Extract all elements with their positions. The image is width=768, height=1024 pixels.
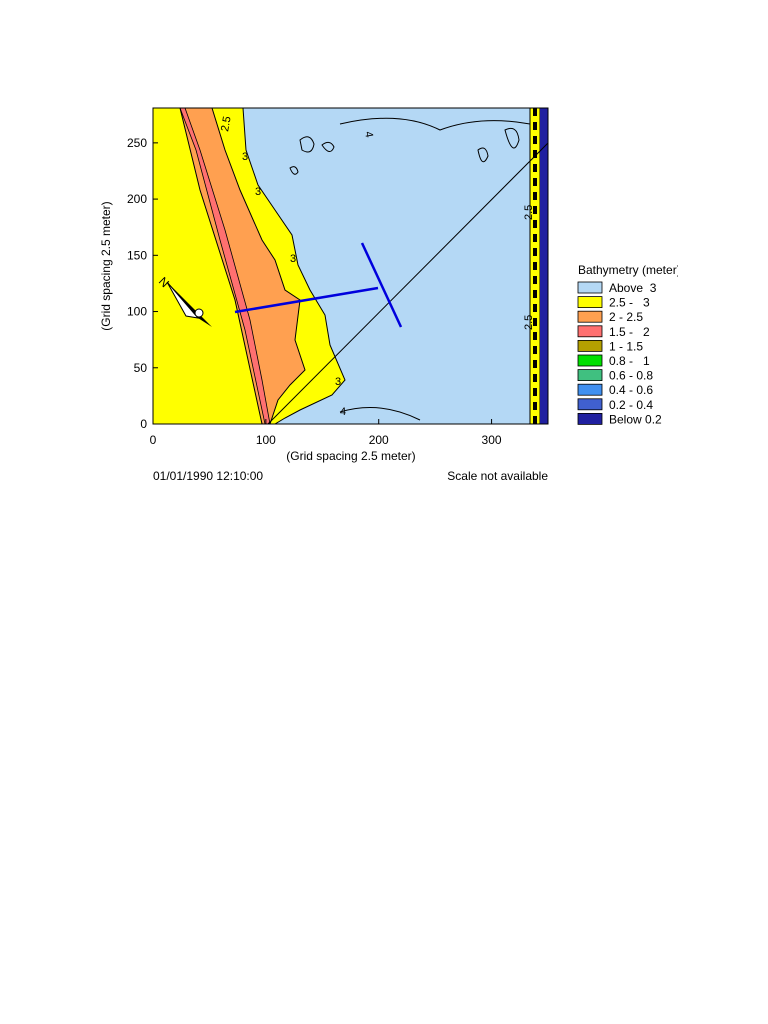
contour-label: 3 — [335, 376, 341, 388]
footer-scale: Scale not available — [447, 469, 548, 483]
profile-line — [234, 286, 379, 314]
footer-date: 01/01/1990 12:10:00 — [153, 469, 263, 483]
legend-swatch — [577, 281, 603, 294]
contour-label: 2.5 — [523, 205, 535, 220]
x-tick-label: 100 — [256, 433, 276, 447]
legend-label: Above 3 — [609, 281, 657, 295]
legend-swatch — [577, 412, 603, 425]
deep-strip — [540, 108, 548, 424]
legend-label: Below 0.2 — [609, 412, 662, 426]
contour-islands — [289, 127, 520, 175]
beach-area — [153, 108, 263, 424]
legend-title: Bathymetry (meter) — [578, 263, 681, 277]
x-axis-label: (Grid spacing 2.5 meter) — [286, 449, 415, 463]
contour-label: 4 — [362, 130, 375, 138]
x-tick-label: 200 — [369, 433, 389, 447]
legend-swatch — [577, 398, 603, 411]
legend-label: 1 - 1.5 — [609, 339, 643, 353]
x-tick-label: 0 — [150, 433, 157, 447]
legend-swatch — [577, 339, 603, 352]
transect-line — [267, 142, 548, 424]
crest-area — [179, 108, 271, 424]
legend-label: 0.4 - 0.6 — [609, 383, 653, 397]
bathymetry-field: N 2.5 3 3 3 3 4 4 2.5 2.5 — [153, 108, 548, 424]
contour-label: 3 — [255, 186, 261, 198]
legend-label: 0.6 - 0.8 — [609, 369, 653, 383]
legend-swatch — [577, 369, 603, 382]
legend-swatch — [577, 310, 603, 323]
y-tick-label: 0 — [140, 417, 147, 431]
x-tick-label: 300 — [482, 433, 502, 447]
legend-swatch — [577, 296, 603, 309]
legend-swatch — [577, 354, 603, 367]
y-axis-label: (Grid spacing 2.5 meter) — [99, 201, 113, 330]
contour-label: 2.5 — [523, 315, 535, 330]
legend-label: 0.8 - 1 — [609, 354, 650, 368]
contour-label: 3 — [242, 151, 248, 163]
legend: Bathymetry (meter) Above 32.5 - 32 - 2.5… — [577, 263, 681, 426]
contour-label: 4 — [340, 406, 346, 418]
profile-line — [360, 242, 403, 328]
legend-swatch — [577, 325, 603, 338]
y-tick-label: 150 — [127, 248, 147, 262]
plot-frame — [152, 107, 549, 425]
contour-label: 2.5 — [219, 115, 233, 132]
legend-label: 0.2 - 0.4 — [609, 398, 653, 412]
legend-label: 2 - 2.5 — [609, 310, 643, 324]
y-tick-label: 100 — [127, 305, 147, 319]
contour-line — [339, 117, 531, 421]
y-tick-label: 250 — [127, 136, 147, 150]
y-tick-label: 200 — [127, 192, 147, 206]
legend-label: 1.5 - 2 — [609, 325, 650, 339]
y-tick-label: 50 — [134, 361, 148, 375]
legend-swatch — [577, 383, 603, 396]
legend-label: 2.5 - 3 — [609, 296, 650, 310]
contour-label: 3 — [290, 253, 296, 265]
